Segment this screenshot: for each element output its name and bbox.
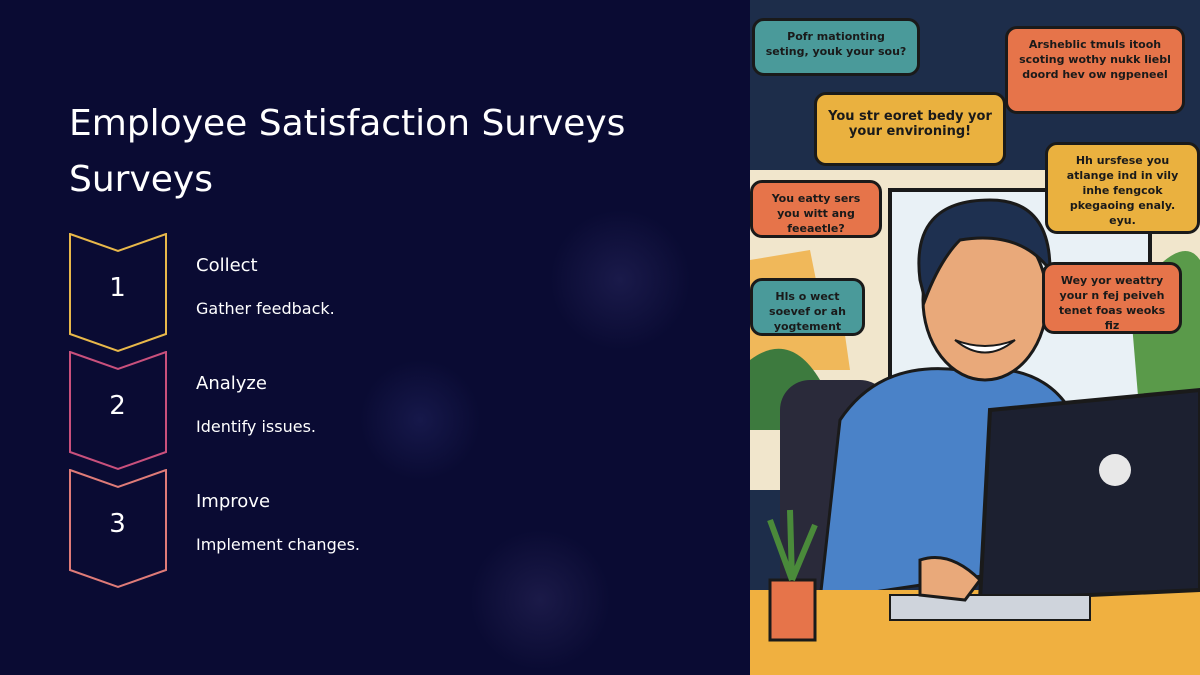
speech-bubble: Hh ursfese you atlange ind in vily inhe … bbox=[1045, 142, 1200, 234]
chevron-shape bbox=[69, 469, 167, 589]
slide-content: Employee Satisfaction Surveys Surveys 1 … bbox=[0, 0, 750, 675]
speech-bubble: Wey yor weattry your n fej peiveh tenet … bbox=[1042, 262, 1182, 334]
speech-bubble: Hls o wect soevef or ah yogtement bbox=[750, 278, 865, 336]
step-description: Implement changes. bbox=[196, 535, 360, 554]
chevron-shape bbox=[69, 351, 167, 471]
step-description: Identify issues. bbox=[196, 417, 317, 436]
step-number: 1 bbox=[109, 273, 126, 303]
step-heading: Analyze bbox=[196, 373, 267, 394]
step-collect: 1 Collect Gather feedback. bbox=[69, 233, 669, 353]
step-analyze: 2 Analyze Identify issues. bbox=[69, 351, 669, 471]
speech-bubble: You str eoret bedy yor your environing! bbox=[814, 92, 1006, 166]
speech-bubble: Pofr mationting seting, youk your sou? bbox=[752, 18, 920, 76]
slide-title: Employee Satisfaction Surveys Surveys bbox=[69, 103, 626, 200]
chevron-shape bbox=[69, 233, 167, 353]
illustration-employee-at-computer: Pofr mationting seting, youk your sou? Y… bbox=[750, 0, 1200, 675]
step-heading: Collect bbox=[196, 255, 258, 276]
step-description: Gather feedback. bbox=[196, 299, 335, 318]
step-improve: 3 Improve Implement changes. bbox=[69, 469, 669, 589]
step-number: 3 bbox=[109, 509, 126, 539]
speech-bubble: You eatty sers you witt ang feeaetle? bbox=[750, 180, 882, 238]
step-number: 2 bbox=[109, 391, 126, 421]
speech-bubble: Arsheblic tmuls itooh scoting wothy nukk… bbox=[1005, 26, 1185, 114]
step-heading: Improve bbox=[196, 491, 271, 512]
